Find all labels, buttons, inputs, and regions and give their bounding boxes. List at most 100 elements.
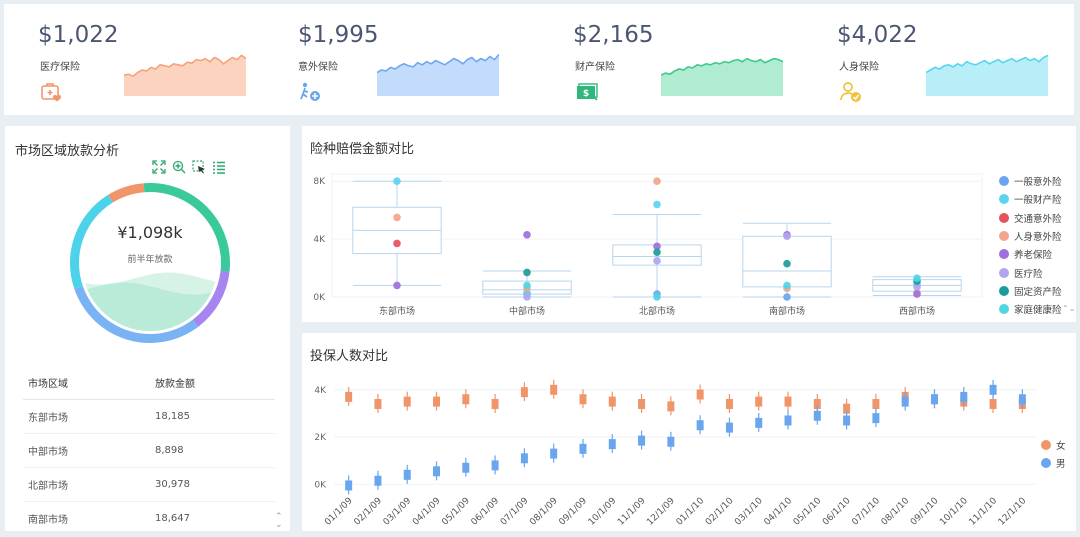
candle-body [843,415,851,426]
kpi-label: 意外保险 [298,62,338,73]
list-icon[interactable] [212,160,226,174]
candle-body [696,420,704,431]
kpi-card-property[interactable]: $2,165 财产保险 $ [539,4,799,115]
region-table: 市场区域 放款金额 东部市场 18,185 中部市场 8,898 北部市场 30… [23,366,275,535]
donut-chart [70,183,230,343]
legend-item[interactable]: 女 [1041,436,1066,454]
legend-item[interactable]: 一般财产险 [999,190,1062,208]
legend-label: 养老保险 [1014,250,1053,262]
kpi-label: 医疗保险 [40,62,80,73]
table-cell: 18,185 [155,411,190,422]
legend-scroll-icon[interactable]: ⌃⌄ [1062,304,1076,313]
candle-body [433,466,441,477]
candle-body [433,396,441,407]
y-tick-label: 8K [313,177,326,187]
legend-item[interactable]: 养老保险 [999,245,1062,263]
x-tick-label: 12/1/10 [997,496,1029,528]
table-header: 市场区域 放款金额 [23,366,275,400]
legend-item[interactable]: 人身意外险 [999,227,1062,245]
boxplot-chart: 0K 4K 8K 东部市场 中部市场 北部市场 南部市场 西部市场 [313,173,983,317]
candle-body [989,398,997,409]
table-cell: 30,978 [155,479,190,490]
sparkline-medical [124,54,246,96]
candle-body [813,398,821,409]
sparkline-line [124,54,246,78]
select-icon[interactable] [192,160,206,174]
x-tick-label: 06/1/09 [470,496,502,528]
data-point [653,257,661,265]
table-row[interactable]: 东部市场 18,185 [23,400,275,434]
candle-body [784,396,792,407]
candle-body [638,398,646,409]
y-tick-label: 0K [313,293,326,303]
x-tick-label: 11/1/10 [968,496,1000,528]
legend-swatch [1041,458,1051,469]
legend-item[interactable]: 一般意外险 [999,172,1062,190]
zoom-in-icon[interactable] [172,160,186,174]
legend-swatch [999,212,1009,223]
legend-item[interactable]: 男 [1041,454,1066,472]
kpi-value: $2,165 [573,22,654,48]
scroll-down-icon[interactable]: ⌄ [275,520,283,530]
kpi-card-accident[interactable]: $1,995 意外保险 [262,4,522,115]
x-tick-label: 08/1/10 [880,496,912,528]
candle-body [843,403,851,414]
legend-label: 家庭健康险 [1014,305,1062,317]
donut-label: 前半年放款 [127,255,173,265]
candle-body [1018,394,1026,405]
legend-swatch [1041,440,1051,451]
sparkline-area [661,58,783,96]
candle-legend: 女 男 [1041,436,1066,473]
table-cell: 中部市场 [28,447,68,458]
legend-swatch [999,285,1009,296]
x-tick-label: 南部市场 [769,305,805,317]
candle-body [608,439,616,450]
candle-body [550,448,558,459]
donut-segment [108,183,145,203]
candle-body [930,394,938,405]
donut-value: ¥1,098k [117,223,183,242]
scroll-up-icon[interactable]: ⌃ [275,512,283,522]
candle-body [491,398,499,409]
svg-text:$: $ [583,89,589,99]
candle-body [696,389,704,400]
kpi-card-medical[interactable]: $1,022 医疗保险 [4,4,264,115]
sparkline-area [377,54,499,96]
legend-label: 男 [1056,459,1066,471]
table-row[interactable]: 中部市场 8,898 [23,434,275,468]
data-point [523,230,531,239]
table-row[interactable]: 南部市场 18,647 [23,502,275,535]
fullscreen-icon[interactable] [152,160,166,174]
sparkline-line [926,54,1048,74]
x-tick-label: 中部市场 [509,305,545,317]
legend-item[interactable]: 家庭健康险 [999,300,1062,318]
data-point [653,177,661,186]
candle-body [989,384,997,395]
data-point [783,281,791,290]
legend-item[interactable]: 交通意外险 [999,209,1062,227]
data-point [653,293,661,301]
y-tick-label: 0K [314,480,327,490]
x-tick-label: 10/1/10 [938,496,970,528]
y-tick-label: 2K [314,433,327,443]
table-header-cell: 放款金额 [155,379,195,390]
candle-body [960,391,968,402]
kpi-value: $1,995 [298,22,379,48]
x-tick-label: 05/1/10 [792,496,824,528]
table-row[interactable]: 北部市场 30,978 [23,468,275,502]
donut-segment [143,183,230,272]
legend-item[interactable]: 医疗险 [999,263,1062,281]
x-tick-label: 北部市场 [639,305,675,317]
liquid-wave-front [82,282,218,331]
table-scroll-control[interactable]: ⌃ ⌄ [275,512,283,530]
candle-body [520,387,528,398]
legend-item[interactable]: 固定资产险 [999,282,1062,300]
kpi-card-life[interactable]: $4,022 人身保险 [803,4,1063,115]
x-tick-label: 07/1/09 [499,496,531,528]
donut-segment [192,270,230,327]
panel-title: 投保人数对比 [310,349,389,364]
data-point [913,274,921,282]
x-tick-label: 01/1/10 [675,496,707,528]
sparkline-area [124,55,246,96]
data-point [393,239,401,248]
